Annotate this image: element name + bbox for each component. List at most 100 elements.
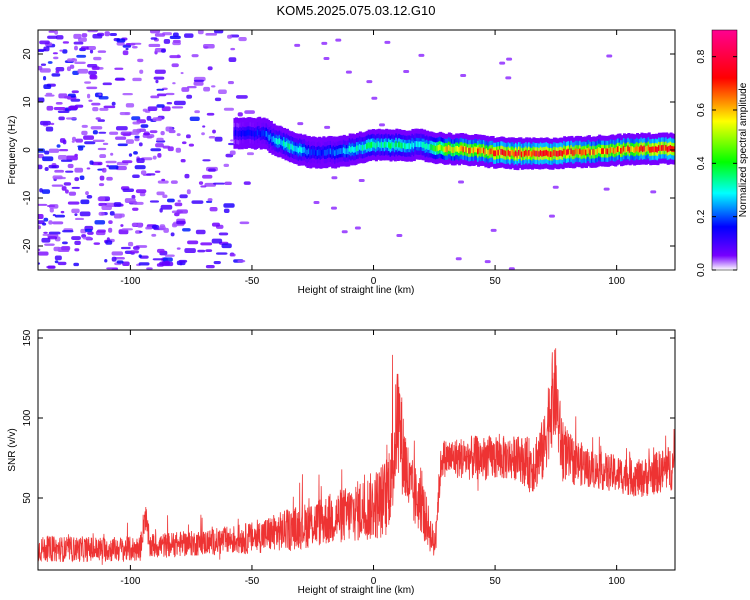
heatmap-noise-cell <box>142 108 148 112</box>
heatmap-noise-cell <box>43 84 52 89</box>
heatmap-noise-cell <box>131 194 136 199</box>
heatmap-noise-cell <box>294 43 301 47</box>
x-tick-label: 0 <box>371 576 377 587</box>
heatmap-noise-cell <box>52 221 64 225</box>
heatmap-noise-cell <box>48 30 56 33</box>
heatmap-noise-cell <box>66 66 71 72</box>
heatmap-noise-cell <box>224 181 232 186</box>
heatmap-noise-cell <box>68 105 79 110</box>
heatmap-noise-cell <box>154 69 166 74</box>
heatmap-noise-cell <box>214 30 224 34</box>
heatmap-noise-cell <box>73 41 84 45</box>
heatmap-noise-cell <box>118 229 129 235</box>
heatmap-noise-cell <box>178 259 188 263</box>
heatmap-noise-cell <box>75 138 84 143</box>
x-tick-label: -50 <box>245 576 260 587</box>
heatmap-noise-cell <box>227 80 234 85</box>
y-tick-label: 150 <box>22 329 33 346</box>
heatmap-noise-cell <box>56 144 61 148</box>
x-tick-label: -50 <box>245 276 260 287</box>
heatmap-noise-cell <box>606 54 613 58</box>
heatmap-noise-cell <box>133 151 138 155</box>
heatmap-noise-cell <box>94 220 106 225</box>
heatmap-noise-cell <box>128 153 133 157</box>
heatmap-noise-cell <box>185 134 191 139</box>
heatmap-noise-cell <box>214 136 223 142</box>
heatmap-noise-cell <box>111 101 116 106</box>
heatmap-noise-cell <box>152 117 163 122</box>
heatmap-noise-cell <box>120 246 131 250</box>
heatmap-noise-cell <box>418 53 425 57</box>
heatmap-noise-cell <box>114 78 126 81</box>
x-tick-label: 50 <box>490 576 502 587</box>
snr-y-axis-label: SNR (v/v) <box>7 428 18 471</box>
x-tick-label: 0 <box>371 276 377 287</box>
heatmap-noise-cell <box>82 236 92 240</box>
heatmap-noise-cell <box>181 87 190 92</box>
heatmap-noise-cell <box>42 233 52 236</box>
heatmap-noise-cell <box>154 33 166 37</box>
heatmap-noise-cell <box>87 30 99 33</box>
heatmap-noise-cell <box>184 33 194 38</box>
heatmap-noise-cell <box>39 40 50 45</box>
y-tick-label: 20 <box>22 48 33 60</box>
spectrogram-x-axis-label: Height of straight line (km) <box>298 285 415 296</box>
heatmap-noise-cell <box>229 253 236 257</box>
heatmap-noise-cell <box>81 124 88 128</box>
heatmap-noise-cell <box>86 195 93 199</box>
heatmap-noise-cell <box>211 222 220 227</box>
heatmap-noise-cell <box>50 122 55 126</box>
heatmap-noise-cell <box>68 191 77 196</box>
heatmap-noise-cell <box>86 45 97 50</box>
heatmap-noise-cell <box>331 176 338 180</box>
heatmap-noise-cell <box>80 46 89 50</box>
heatmap-noise-cell <box>104 258 108 263</box>
heatmap-noise-cell <box>59 49 63 52</box>
heatmap-noise-cell <box>150 37 158 40</box>
heatmap-noise-cell <box>51 165 57 169</box>
heatmap-noise-cell <box>54 255 62 261</box>
heatmap-noise-cell <box>116 41 125 46</box>
heatmap-noise-cell <box>166 101 173 105</box>
heatmap-noise-cell <box>85 191 89 196</box>
heatmap-noise-cell <box>38 262 41 265</box>
heatmap-noise-cell <box>38 164 43 170</box>
heatmap-noise-cell <box>458 180 465 184</box>
heatmap-noise-cell <box>74 248 80 252</box>
heatmap-noise-cell <box>131 46 138 49</box>
heatmap-noise-cell <box>58 148 69 152</box>
heatmap-noise-cell <box>345 70 352 74</box>
heatmap-noise-cell <box>155 143 164 148</box>
heatmap-noise-cell <box>182 228 191 232</box>
heatmap-noise-cell <box>162 257 173 262</box>
heatmap-noise-cell <box>99 107 109 111</box>
heatmap-noise-cell <box>98 131 107 134</box>
heatmap-noise-cell <box>62 41 70 44</box>
heatmap-noise-cell <box>71 136 76 142</box>
heatmap-noise-cell <box>115 166 127 171</box>
heatmap-noise-cell <box>229 150 236 156</box>
heatmap-noise-cell <box>149 30 161 34</box>
heatmap-noise-cell <box>156 104 165 108</box>
heatmap-noise-cell <box>165 92 175 96</box>
spectrogram-y-axis-label: Frequency (Hz) <box>7 116 18 185</box>
heatmap-noise-cell <box>180 71 184 75</box>
heatmap-noise-cell <box>223 203 235 208</box>
heatmap-noise-cell <box>61 186 67 191</box>
heatmap-noise-cell <box>95 117 101 120</box>
heatmap-noise-cell <box>132 207 139 211</box>
heatmap-noise-cell <box>161 261 174 267</box>
heatmap-noise-cell <box>124 198 136 204</box>
heatmap-noise-cell <box>153 76 165 80</box>
heatmap-noise-cell <box>81 130 88 136</box>
heatmap-noise-cell <box>74 217 84 221</box>
heatmap-noise-cell <box>38 203 48 206</box>
heatmap-noise-cell <box>198 181 204 185</box>
heatmap-noise-cell <box>44 243 55 246</box>
heatmap-noise-cell <box>246 152 254 156</box>
heatmap-noise-cell <box>67 201 80 205</box>
heatmap-noise-cell <box>235 95 248 99</box>
heatmap-noise-cell <box>197 249 206 253</box>
heatmap-noise-cell <box>162 194 168 199</box>
heatmap-noise-cell <box>552 185 559 189</box>
